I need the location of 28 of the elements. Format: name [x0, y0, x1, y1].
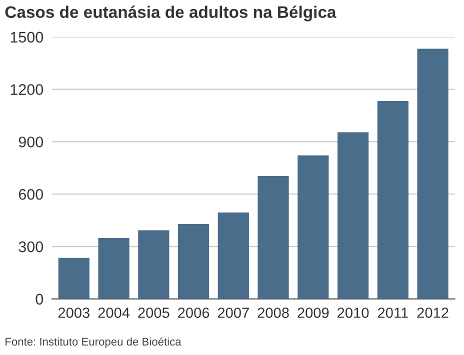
bar: [337, 132, 369, 299]
y-tick-label: 0: [36, 294, 44, 305]
x-tick-label: 2007: [218, 308, 249, 318]
bar: [138, 230, 170, 299]
bar: [218, 212, 249, 299]
chart-title: Casos de eutanásia de adultos na Bélgica: [5, 6, 336, 22]
bar: [178, 224, 210, 299]
x-tick-label: 2012: [417, 308, 448, 318]
x-tick-label: 2004: [98, 308, 130, 318]
source-note: Fonte: Instituto Europeu de Bioética: [6, 337, 182, 348]
x-tick-label: 2008: [258, 308, 289, 318]
x-tick-label: 2005: [138, 308, 170, 318]
y-tick-label: 1500: [10, 32, 44, 43]
x-tick-label: 2009: [298, 308, 329, 318]
bar: [98, 238, 130, 299]
y-tick-label: 600: [18, 188, 44, 200]
y-tick-label: 1200: [10, 84, 44, 96]
bar: [298, 155, 329, 299]
bar: [58, 258, 90, 299]
y-tick-label: 900: [18, 136, 44, 148]
bar: [258, 176, 289, 299]
y-tick-label: 300: [18, 241, 44, 252]
x-tick-label: 2011: [378, 308, 408, 318]
bar: [417, 48, 448, 299]
bar: [377, 101, 408, 299]
x-tick-label: 2006: [178, 308, 210, 318]
x-tick-label: 2003: [58, 308, 90, 318]
x-tick-label: 2010: [338, 308, 369, 318]
